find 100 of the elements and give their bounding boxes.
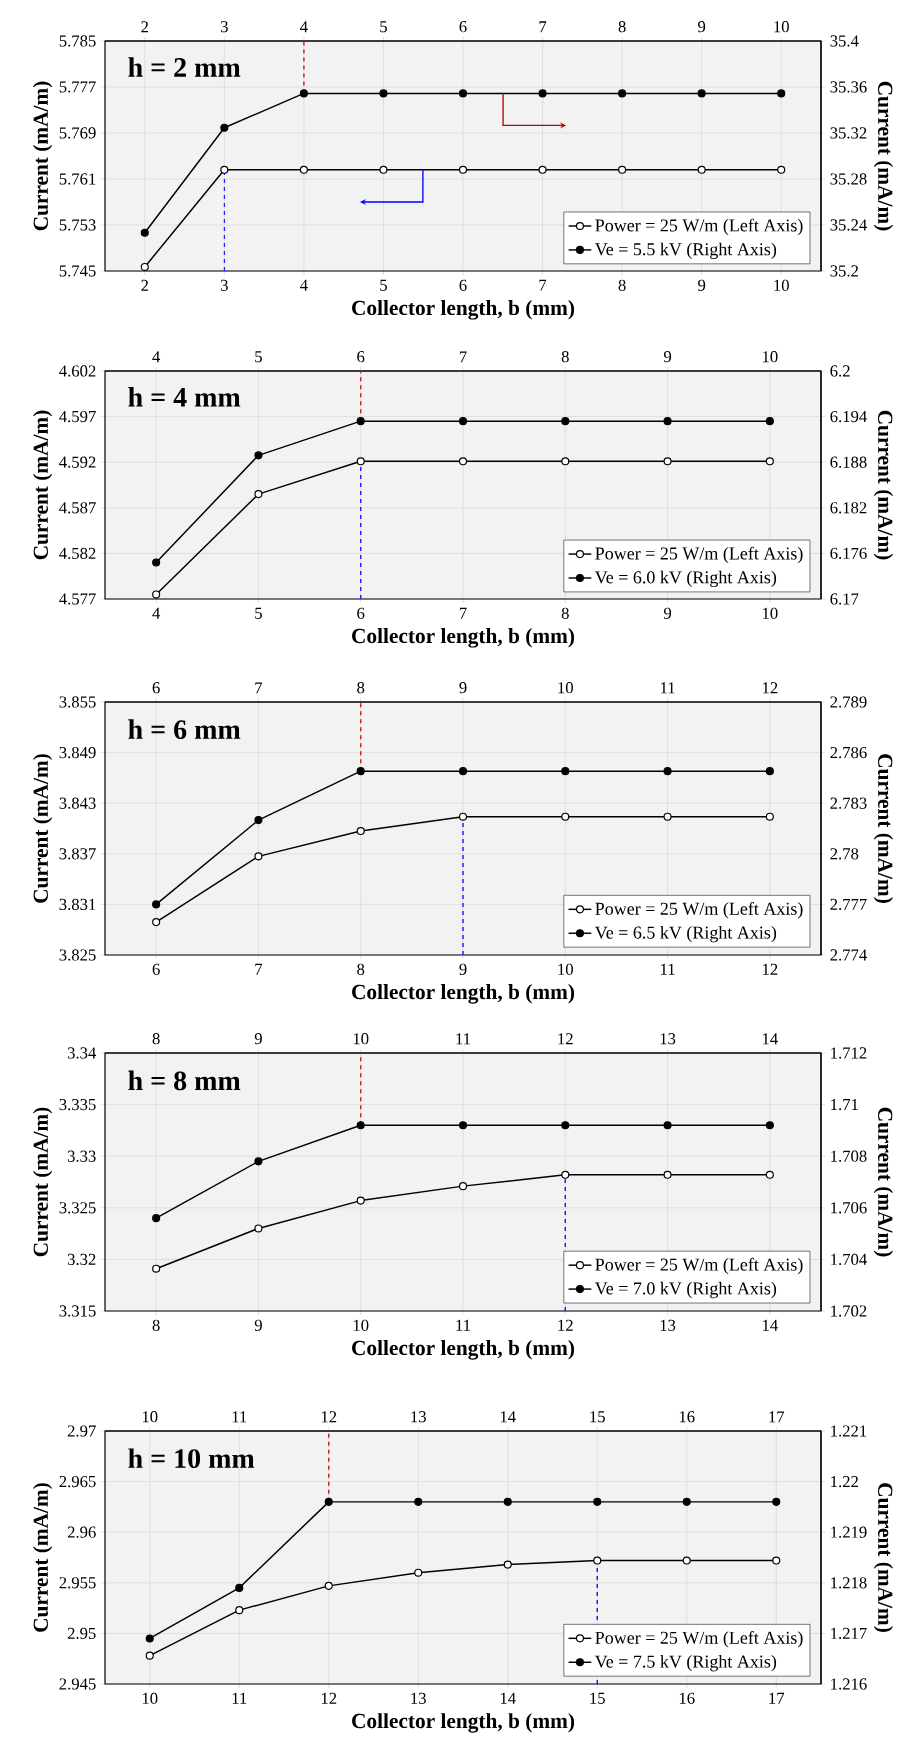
y2-tick-label: 1.221 <box>831 1425 867 1437</box>
x-tick-label: 12 <box>762 963 778 975</box>
y-tick-label: 3.32 <box>67 1253 96 1266</box>
x-tick-label: 6 <box>357 351 365 363</box>
point <box>765 1121 774 1130</box>
point <box>356 417 365 426</box>
point <box>254 451 263 460</box>
point <box>503 1560 512 1569</box>
y2-tick-label: 1.712 <box>831 1047 867 1059</box>
y2-tick-label: 2.777 <box>830 898 867 911</box>
y-axis-title: Current (mA/m) <box>32 1107 53 1257</box>
y-tick-label: 2.97 <box>67 1425 96 1437</box>
y2-tick-label: 1.704 <box>831 1253 867 1266</box>
point <box>152 1214 161 1223</box>
point <box>682 1497 691 1506</box>
y2-tick-label: 35.4 <box>830 35 859 47</box>
point <box>593 1497 602 1506</box>
point <box>561 457 570 466</box>
x-tick-label: 12 <box>558 1033 573 1045</box>
x-tick-label: 8 <box>357 963 365 975</box>
x-tick-label: 8 <box>561 351 569 363</box>
x2-tick-label: 5 <box>255 607 262 619</box>
y2-tick-label: 1.702 <box>831 1305 867 1317</box>
x-tick-label: 10 <box>353 1033 369 1045</box>
y-tick-label: 3.831 <box>59 898 96 911</box>
point <box>254 1224 263 1233</box>
y2-tick-label: 6.2 <box>830 365 850 377</box>
point <box>458 417 468 426</box>
point <box>458 767 468 776</box>
x-tick-label: 11 <box>456 1033 471 1045</box>
point <box>152 558 161 567</box>
x2-tick-label: 17 <box>769 1411 785 1423</box>
x2-tick-label: 11 <box>456 1319 471 1331</box>
point <box>458 89 468 98</box>
point <box>324 1497 333 1506</box>
point <box>356 767 365 776</box>
x2-tick-label: 3 <box>220 21 228 33</box>
y2-tick-label: 6.176 <box>830 547 867 560</box>
legend-label: Power = 25 W/m (Left Axis) <box>595 901 803 919</box>
y-tick-label: 3.325 <box>59 1202 96 1214</box>
annotation: h = 8 mm <box>128 1070 241 1091</box>
legend-label: Ve = 6.5 kV (Right Axis) <box>594 926 777 943</box>
y2-tick-label: 1.216 <box>831 1678 867 1690</box>
point <box>777 89 786 98</box>
x2-tick-label: 8 <box>561 607 569 619</box>
legend-label: Power = 25 W/m (Left Axis) <box>595 1631 803 1648</box>
point <box>538 89 547 98</box>
x-tick-label: 9 <box>459 963 467 975</box>
point <box>458 1182 468 1191</box>
legend-label: Power = 25 W/m (Left Axis) <box>595 546 803 564</box>
point <box>152 918 161 927</box>
y2-tick-label: 35.36 <box>830 81 867 93</box>
y-axis-title: Current (mA/m) <box>32 81 53 231</box>
x-tick-label: 12 <box>321 1692 337 1704</box>
y-tick-label: 3.843 <box>59 797 96 809</box>
point <box>152 1264 161 1273</box>
point <box>140 228 149 237</box>
point <box>772 1497 781 1506</box>
y-axis-title: Current (mA/m) <box>32 1483 53 1632</box>
x-tick-label: 5 <box>255 351 262 363</box>
y-tick-label: 2.95 <box>67 1627 96 1640</box>
y2-tick-label: 1.71 <box>831 1099 858 1111</box>
x-tick-label: 11 <box>232 1692 247 1704</box>
y-tick-label: 4.592 <box>59 456 96 468</box>
x-tick-label: 10 <box>142 1692 158 1704</box>
x2-tick-label: 11 <box>232 1411 247 1423</box>
point <box>593 1556 602 1565</box>
point <box>379 89 388 98</box>
x2-tick-label: 8 <box>357 682 365 694</box>
x-axis-title: Collector length, b (mm) <box>352 628 575 648</box>
x-tick-label: 8 <box>618 279 626 291</box>
y2-tick-label: 2.789 <box>830 696 867 708</box>
y2-tick-label: 1.708 <box>831 1150 867 1162</box>
x-tick-label: 14 <box>500 1692 516 1704</box>
y2-tick-label: 6.182 <box>830 502 867 514</box>
x-axis-title: Collector length, b (mm) <box>352 1340 575 1360</box>
y2-tick-label: 1.217 <box>831 1627 867 1640</box>
point <box>235 1606 244 1615</box>
x-tick-label: 5 <box>380 279 387 291</box>
x2-tick-label: 8 <box>152 1319 160 1331</box>
point <box>220 123 229 132</box>
y-tick-label: 4.587 <box>59 502 96 514</box>
x-tick-label: 9 <box>663 351 672 363</box>
x2-tick-label: 7 <box>255 682 263 694</box>
x-tick-label: 2 <box>141 279 149 291</box>
point <box>152 590 161 599</box>
point <box>356 826 365 836</box>
point <box>618 89 627 98</box>
x-axis-title: Collector length, b (mm) <box>352 300 575 320</box>
x-tick-label: 7 <box>459 351 467 363</box>
y-tick-label: 3.849 <box>59 746 96 759</box>
y-tick-label: 4.597 <box>59 410 96 423</box>
point <box>254 852 263 861</box>
y-tick-label: 5.753 <box>59 219 96 231</box>
x2-tick-label: 9 <box>459 682 467 694</box>
x2-tick-label: 7 <box>459 607 467 619</box>
x2-tick-label: 5 <box>380 21 387 33</box>
x-tick-label: 17 <box>769 1692 785 1704</box>
y-tick-label: 3.837 <box>59 848 96 860</box>
point <box>561 417 570 426</box>
